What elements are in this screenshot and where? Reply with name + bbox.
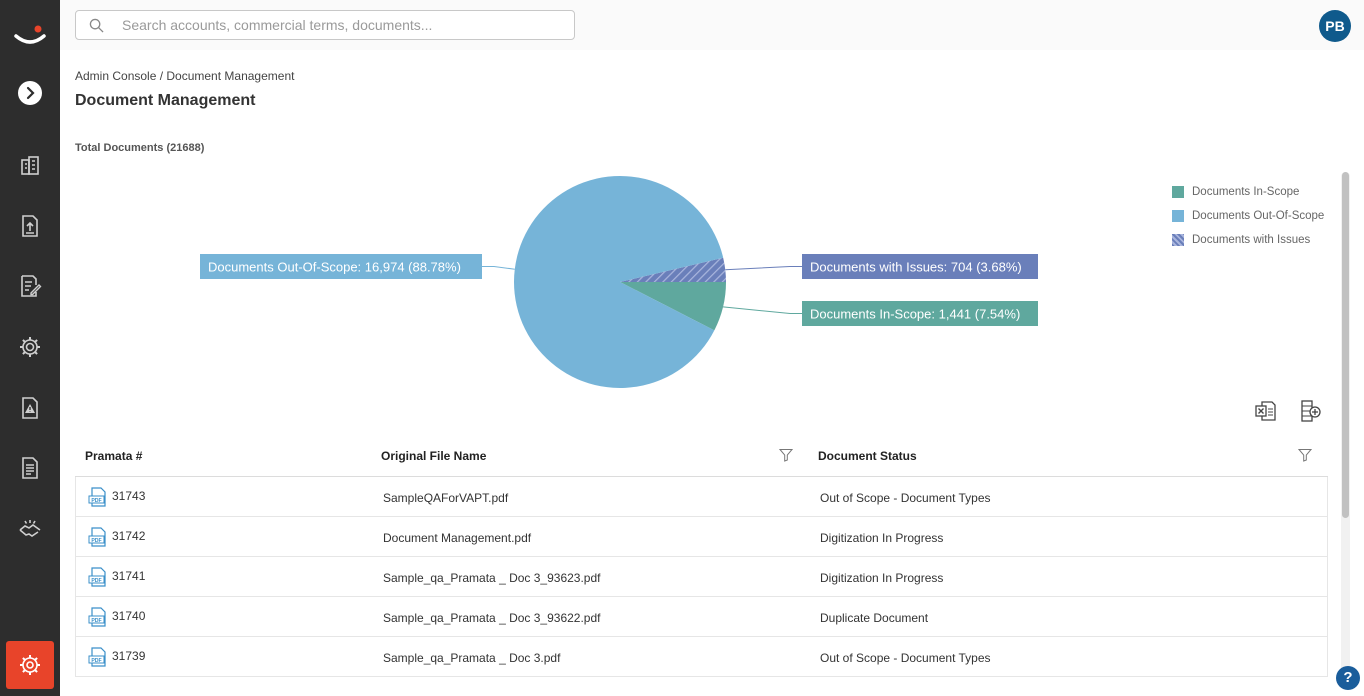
- pie-label-box: [802, 254, 1038, 279]
- document-status: Duplicate Document: [820, 611, 929, 625]
- svg-text:PDF: PDF: [91, 498, 101, 504]
- total-documents-label: Total Documents (21688): [75, 142, 205, 154]
- pie-connector-line: [482, 266, 515, 270]
- document-status: Digitization In Progress: [820, 531, 944, 545]
- file-name: Sample_qa_Pramata _ Doc 3_93622.pdf: [383, 611, 601, 625]
- edit-document-icon[interactable]: [18, 274, 42, 298]
- pie-data-label: Documents In-Scope: 1,441 (7.54%): [810, 307, 1020, 322]
- pie-slice-documents-with-issues[interactable]: [620, 257, 726, 282]
- legend-item-issues[interactable]: Documents with Issues: [1172, 232, 1324, 256]
- document-status: Out of Scope - Document Types: [820, 491, 991, 505]
- table-row[interactable]: PDF 31740 Sample_qa_Pramata _ Doc 3_93622.…: [75, 597, 1328, 637]
- page-title: Document Management: [75, 92, 256, 109]
- pie-data-label: Documents with Issues: 704 (3.68%): [810, 260, 1022, 275]
- pie-slice-documents-in-scope[interactable]: [620, 282, 727, 331]
- pie-label-box: [802, 301, 1038, 326]
- legend-label: Documents Out-Of-Scope: [1192, 210, 1325, 222]
- legend-swatch-in-scope: [1172, 186, 1184, 198]
- document-status: Digitization In Progress: [820, 571, 944, 585]
- column-header-pramata[interactable]: Pramata #: [85, 449, 143, 463]
- pie-connector-line: [722, 306, 802, 314]
- svg-text:PDF: PDF: [91, 658, 101, 664]
- alert-document-icon[interactable]: [18, 396, 42, 420]
- pramata-number[interactable]: 31741: [112, 569, 146, 583]
- pie-slice-documents-out-of-scope[interactable]: [514, 176, 724, 389]
- filter-icon[interactable]: [1298, 448, 1312, 462]
- expand-icon[interactable]: [18, 81, 42, 105]
- page-scrollbar[interactable]: [1341, 172, 1350, 682]
- pramata-number[interactable]: 31740: [112, 609, 146, 623]
- breadcrumb: Admin Console / Document Management: [75, 69, 295, 83]
- buildings-icon[interactable]: [18, 154, 42, 178]
- legend-item-in-scope[interactable]: Documents In-Scope: [1172, 184, 1324, 208]
- legend-item-out-of-scope[interactable]: Documents Out-Of-Scope: [1172, 208, 1324, 232]
- sidebar: [0, 0, 60, 696]
- excel-export-icon[interactable]: [1254, 399, 1278, 423]
- pdf-icon[interactable]: PDF: [88, 567, 108, 587]
- top-bar: PB: [60, 0, 1364, 50]
- pdf-icon[interactable]: PDF: [88, 607, 108, 627]
- avatar[interactable]: PB: [1319, 10, 1351, 42]
- search-box[interactable]: [75, 10, 575, 40]
- file-name: Document Management.pdf: [383, 531, 532, 545]
- pdf-icon[interactable]: PDF: [88, 487, 108, 507]
- table-row[interactable]: PDF 31742 Document Management.pdf Digitizat…: [75, 517, 1328, 557]
- logo-icon[interactable]: [0, 22, 60, 52]
- svg-text:PDF: PDF: [91, 618, 101, 624]
- search-icon: [89, 18, 104, 33]
- help-icon[interactable]: ?: [1336, 666, 1360, 690]
- pie-data-label: Documents Out-Of-Scope: 16,974 (88.78%): [208, 260, 461, 275]
- file-name: Sample_qa_Pramata _ Doc 3.pdf: [383, 651, 561, 665]
- filter-icon[interactable]: [779, 448, 793, 462]
- table-row[interactable]: PDF 31743 SampleQAForVAPT.pdf Out of Scope …: [75, 477, 1328, 517]
- legend-swatch-issues: [1172, 234, 1184, 246]
- legend-swatch-out-of-scope: [1172, 210, 1184, 222]
- pramata-number[interactable]: 31743: [112, 489, 146, 503]
- documents-table: Pramata # Original File Name Document St…: [75, 437, 1328, 677]
- table-header: Pramata # Original File Name Document St…: [75, 437, 1328, 477]
- document-status: Out of Scope - Document Types: [820, 651, 991, 665]
- pie-connector-line: [725, 266, 802, 271]
- table-row[interactable]: PDF 31739 Sample_qa_Pramata _ Doc 3.pdf Out…: [75, 637, 1328, 677]
- search-input[interactable]: [122, 15, 562, 35]
- upload-document-icon[interactable]: [18, 214, 42, 238]
- column-header-status[interactable]: Document Status: [818, 449, 917, 463]
- document-pie-chart: Documents Out-Of-Scope: 16,974 (88.78%) D…: [190, 160, 1070, 400]
- column-header-file-name[interactable]: Original File Name: [381, 449, 487, 463]
- admin-gear-icon[interactable]: [6, 641, 54, 689]
- svg-text:PDF: PDF: [91, 578, 101, 584]
- table-row[interactable]: PDF 31741 Sample_qa_Pramata _ Doc 3_93623.…: [75, 557, 1328, 597]
- pie-label-box: [200, 254, 482, 279]
- pdf-icon[interactable]: PDF: [88, 527, 108, 547]
- report-icon[interactable]: [18, 456, 42, 480]
- handshake-icon[interactable]: [18, 516, 42, 540]
- pramata-number[interactable]: 31739: [112, 649, 146, 663]
- column-settings-icon[interactable]: [1298, 399, 1322, 423]
- gear-icon[interactable]: [18, 335, 42, 359]
- file-name: Sample_qa_Pramata _ Doc 3_93623.pdf: [383, 571, 601, 585]
- svg-text:PDF: PDF: [91, 538, 101, 544]
- file-name: SampleQAForVAPT.pdf: [383, 491, 509, 505]
- pramata-number[interactable]: 31742: [112, 529, 146, 543]
- chart-legend: Documents In-Scope Documents Out-Of-Scop…: [1172, 184, 1324, 256]
- legend-label: Documents In-Scope: [1192, 186, 1300, 198]
- pdf-icon[interactable]: PDF: [88, 647, 108, 667]
- scrollbar-thumb[interactable]: [1342, 172, 1349, 518]
- legend-label: Documents with Issues: [1192, 234, 1311, 246]
